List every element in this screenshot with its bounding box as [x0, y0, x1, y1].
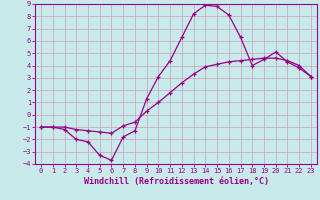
X-axis label: Windchill (Refroidissement éolien,°C): Windchill (Refroidissement éolien,°C): [84, 177, 268, 186]
